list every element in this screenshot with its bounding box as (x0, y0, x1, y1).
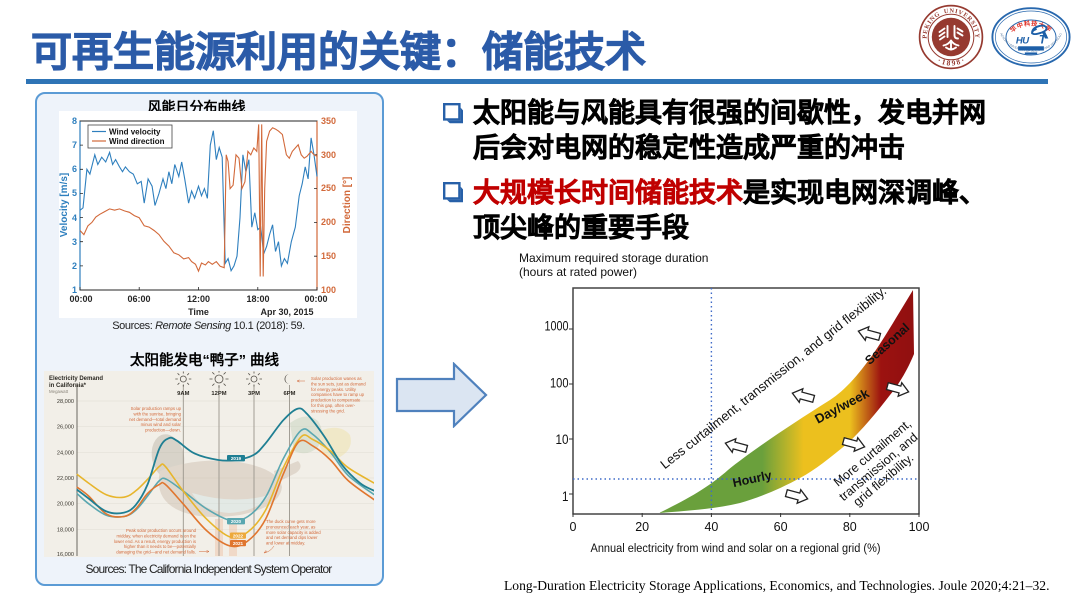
svg-text:Wind velocity: Wind velocity (109, 128, 161, 137)
svg-text:2019: 2019 (231, 456, 242, 461)
svg-text:100: 100 (909, 520, 930, 534)
svg-text:the sun sets, just as demand: the sun sets, just as demand (311, 381, 366, 386)
svg-text:100: 100 (321, 285, 336, 295)
svg-text:·: · (960, 56, 966, 65)
svg-text:18,000: 18,000 (57, 527, 74, 533)
svg-text:26,000: 26,000 (57, 425, 74, 431)
svg-text:9AM: 9AM (177, 391, 189, 397)
svg-text:5: 5 (72, 188, 77, 198)
svg-text:Megawatt: Megawatt (49, 389, 69, 394)
svg-text:24,000: 24,000 (57, 450, 74, 456)
svg-text:production to compensate: production to compensate (311, 398, 361, 403)
svg-text:pronounced each year, as: pronounced each year, as (266, 524, 315, 529)
svg-text:higher than it needs to be—pot: higher than it needs to be—potentially (124, 544, 197, 549)
svg-text:8: 8 (72, 116, 77, 126)
svg-text:40: 40 (704, 520, 718, 534)
svg-text:12:00: 12:00 (187, 294, 210, 304)
svg-text:The duck curve gets more: The duck curve gets more (266, 519, 316, 524)
svg-text:100: 100 (550, 376, 569, 391)
svg-text:2022: 2022 (233, 533, 244, 538)
svg-text:1: 1 (562, 489, 569, 504)
svg-text:with the sunrise, bringing: with the sunrise, bringing (133, 411, 181, 416)
svg-text:6PM: 6PM (284, 391, 296, 397)
svg-text:for energy peaks. Utility: for energy peaks. Utility (311, 387, 357, 392)
svg-text:minus wind and solar: minus wind and solar (141, 422, 182, 427)
svg-text:350: 350 (321, 116, 336, 126)
svg-text:T: T (1039, 33, 1047, 46)
svg-text:Solar production ramps up: Solar production ramps up (131, 406, 182, 411)
svg-text:1000: 1000 (545, 319, 569, 334)
svg-text:Electricity Demand: Electricity Demand (49, 376, 103, 382)
svg-text:300: 300 (321, 150, 336, 160)
svg-text:Peak solar production occurs a: Peak solar production occurs around (126, 528, 197, 533)
svg-text:and net demand dips lower: and net demand dips lower (266, 535, 318, 540)
svg-text:200: 200 (321, 217, 336, 227)
svg-text:60: 60 (774, 520, 788, 534)
svg-text:2: 2 (72, 261, 77, 271)
svg-text:companies have to ramp up: companies have to ramp up (311, 392, 365, 397)
svg-text:7: 7 (72, 140, 77, 150)
svg-text:2020: 2020 (231, 519, 242, 524)
svg-text:22,000: 22,000 (57, 476, 74, 482)
svg-text:18:00: 18:00 (246, 294, 269, 304)
svg-text:more solar capacity is added: more solar capacity is added (266, 530, 321, 535)
svg-text:net demand—total demand: net demand—total demand (129, 417, 181, 422)
svg-text:HU: HU (1016, 35, 1030, 46)
svg-text:20: 20 (635, 520, 649, 534)
svg-text:06:00: 06:00 (127, 294, 150, 304)
svg-text:Time: Time (188, 307, 209, 317)
svg-text:Apr 30, 2015: Apr 30, 2015 (260, 307, 313, 317)
svg-text:lower end. As a result, energy: lower end. As a result, energy productio… (114, 539, 196, 544)
svg-text:10: 10 (556, 432, 569, 447)
svg-text:and lower at midday.: and lower at midday. (266, 541, 305, 546)
svg-text:8: 8 (955, 57, 961, 67)
svg-text:stressing the grid.: stressing the grid. (311, 408, 345, 413)
svg-text:8: 8 (946, 58, 951, 67)
svg-text:Wind direction: Wind direction (109, 137, 165, 146)
svg-text:250: 250 (321, 183, 336, 193)
svg-text:80: 80 (843, 520, 857, 534)
svg-text:production—down.: production—down. (145, 428, 181, 433)
svg-text:0: 0 (570, 520, 577, 534)
svg-text:Solar production wanes as: Solar production wanes as (311, 376, 362, 381)
svg-text:for this gap, often over-: for this gap, often over- (311, 403, 356, 408)
svg-text:28,000: 28,000 (57, 399, 74, 405)
svg-text:in California*: in California* (49, 383, 87, 389)
svg-text:00:00: 00:00 (304, 294, 327, 304)
svg-text:1: 1 (941, 57, 947, 67)
svg-text:3PM: 3PM (248, 391, 260, 397)
svg-text:12PM: 12PM (211, 391, 226, 397)
svg-text:1: 1 (72, 285, 77, 295)
svg-text:16,000: 16,000 (57, 552, 74, 557)
svg-text:·: · (936, 56, 942, 65)
svg-text:150: 150 (321, 251, 336, 261)
svg-text:6: 6 (72, 164, 77, 174)
svg-text:9: 9 (951, 58, 956, 67)
svg-text:Velocity [m/s]: Velocity [m/s] (59, 173, 70, 237)
svg-text:Annual electricity from wind a: Annual electricity from wind and solar o… (591, 543, 881, 555)
svg-text:4: 4 (72, 213, 77, 223)
svg-text:00:00: 00:00 (69, 294, 92, 304)
svg-text:2021: 2021 (233, 541, 244, 546)
svg-text:midday, when electricity deman: midday, when electricity demand is on th… (117, 533, 197, 538)
svg-text:3: 3 (72, 237, 77, 247)
svg-text:20,000: 20,000 (57, 502, 74, 508)
svg-text:damaging the grid—and net dema: damaging the grid—and net demand falls. (116, 550, 196, 555)
svg-text:Direction [°]: Direction [°] (342, 177, 353, 234)
